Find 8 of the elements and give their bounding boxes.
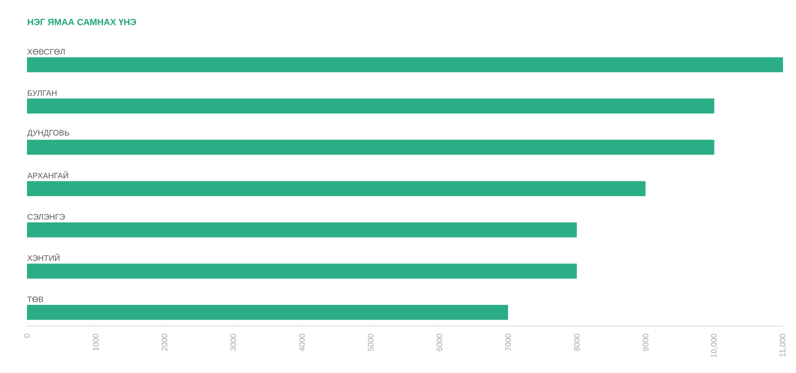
bar (27, 140, 714, 155)
chart-title: НЭГ ЯМАА САМНАХ ҮНЭ (28, 18, 136, 26)
bar (27, 264, 577, 279)
bar (27, 98, 714, 114)
bar (27, 222, 577, 238)
bar (27, 57, 784, 72)
bar (27, 304, 508, 320)
bar (27, 181, 646, 196)
